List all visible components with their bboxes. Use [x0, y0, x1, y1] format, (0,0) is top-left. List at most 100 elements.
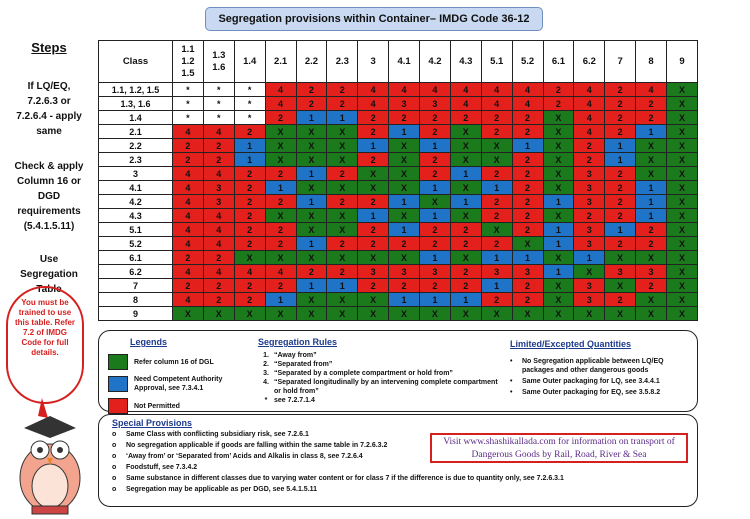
segregation-cell: X — [542, 138, 575, 153]
segregation-cell: * — [202, 110, 235, 125]
segregation-cell: 1 — [388, 124, 420, 139]
segregation-cell: X — [604, 278, 637, 293]
segregation-cell: 2 — [202, 292, 235, 307]
segregation-cell: 2 — [233, 292, 266, 307]
segregation-cell: 2 — [357, 222, 390, 237]
segregation-cell: 2 — [480, 110, 513, 125]
header-line: 1.6 — [212, 61, 226, 73]
segregation-cell: X — [635, 138, 667, 153]
header-line: 8 — [648, 55, 654, 67]
row-label: 4.3 — [98, 208, 173, 223]
rules-title: Segregation Rules — [258, 337, 338, 347]
special-item: o Same Class with conflicting subsidiary … — [112, 430, 422, 439]
header-cell: 6.2 — [573, 40, 606, 83]
segregation-cell: X — [357, 180, 390, 195]
segregation-cell: 2 — [326, 96, 359, 111]
segregation-cell: 2 — [172, 152, 204, 167]
bullet: • — [510, 389, 513, 396]
segregation-cell: 2 — [357, 152, 390, 167]
segregation-cell: 4 — [172, 292, 204, 307]
header-line: 3 — [370, 55, 376, 67]
header-line: 2.2 — [304, 55, 319, 67]
segregation-cell: X — [666, 138, 698, 153]
segregation-cell: X — [480, 306, 513, 321]
segregation-cell: 2 — [604, 180, 637, 195]
segregation-cell: 1 — [449, 194, 482, 209]
segregation-cell: 1 — [604, 152, 637, 167]
segregation-cell: 2 — [172, 138, 204, 153]
segregation-cell: 4 — [264, 264, 297, 279]
segregation-cell: 1 — [449, 292, 482, 307]
table-row: 2.2 2 2 1 X X X 1 X 1 X X 1 X 2 1 X X — [98, 138, 698, 153]
segregation-cell: 2 — [388, 278, 420, 293]
segregation-cell: X — [326, 306, 359, 321]
segregation-cell: X — [542, 250, 575, 265]
segregation-cell: X — [388, 250, 420, 265]
segregation-cell: 2 — [480, 208, 513, 223]
segregation-cell: 1 — [542, 236, 575, 251]
segregation-cell: X — [419, 194, 451, 209]
segregation-cell: 2 — [480, 236, 513, 251]
special-text: Same Class with conflicting subsidiary r… — [126, 431, 309, 438]
segregation-cell: X — [480, 222, 513, 237]
segregation-cell: X — [666, 110, 698, 125]
segregation-cell: 3 — [573, 194, 606, 209]
segregation-cell: X — [480, 152, 513, 167]
segregation-cell: 2 — [264, 222, 297, 237]
segregation-cell: X — [449, 124, 482, 139]
segregation-cell: 2 — [357, 124, 390, 139]
segregation-cell: X — [666, 82, 698, 97]
header-cell: 7 — [604, 40, 637, 83]
rule-marker: 4. — [263, 379, 269, 386]
segregation-cell: 3 — [419, 96, 451, 111]
segregation-cell: X — [295, 208, 328, 223]
segregation-cell: 3 — [573, 278, 606, 293]
segregation-cell: 4 — [202, 236, 235, 251]
row-label: 6.2 — [98, 264, 173, 279]
segregation-cell: 1 — [388, 194, 420, 209]
step: Check & apply Column 16 or DGD requirements… — [0, 159, 98, 234]
special-item: o Same substance in different classes due… — [112, 474, 652, 483]
segregation-cell: 1 — [635, 194, 667, 209]
segregation-cell: 2 — [233, 194, 266, 209]
limited: Limited/Excepted Quantities • No Segregati… — [510, 339, 690, 399]
segregation-cell: X — [264, 152, 297, 167]
segregation-cell: X — [388, 152, 420, 167]
website-note: Visit www.shashikallada.com for informat… — [430, 433, 688, 463]
segregation-cell: 3 — [573, 236, 606, 251]
step: If LQ/EQ, 7.2.6.3 or 7.2.6.4 - apply same — [0, 79, 98, 139]
segregation-cell: 2 — [233, 208, 266, 223]
segregation-cell: 2 — [233, 278, 266, 293]
row-label: 1.3, 1.6 — [98, 96, 173, 111]
segregation-cell: 2 — [233, 124, 266, 139]
segregation-cell: X — [542, 278, 575, 293]
segregation-cell: 2 — [202, 250, 235, 265]
rule-text: “Separated by a complete compartment or … — [274, 370, 453, 377]
special-title: Special Provisions — [112, 418, 193, 428]
special-text: No segregation applicable if goods are f… — [126, 442, 388, 449]
table-row: 2.1 4 4 2 X X X 2 1 2 X 2 2 X 4 2 1 X — [98, 124, 698, 139]
segregation-cell: 1 — [573, 250, 606, 265]
segregation-cell: 1 — [419, 292, 451, 307]
segregation-cell: 1 — [480, 278, 513, 293]
rule-item: 3. “Separated by a complete compartment o… — [258, 369, 503, 378]
segregation-cell: X — [666, 96, 698, 111]
segregation-cell: X — [264, 124, 297, 139]
legend-item: Not Permitted — [108, 395, 248, 417]
segregation-cell: 2 — [357, 278, 390, 293]
segregation-cell: X — [604, 306, 637, 321]
segregation-cell: 2 — [635, 110, 667, 125]
segregation-cell: 1 — [511, 250, 544, 265]
segregation-cell: X — [357, 292, 390, 307]
segregation-cell: 2 — [573, 138, 606, 153]
segregation-cell: 2 — [388, 236, 420, 251]
header-line: 4.3 — [459, 55, 473, 67]
segregation-cell: 2 — [573, 152, 606, 167]
row-label: 3 — [98, 166, 173, 181]
segregation-cell: X — [326, 292, 359, 307]
segregation-cell: X — [666, 152, 698, 167]
